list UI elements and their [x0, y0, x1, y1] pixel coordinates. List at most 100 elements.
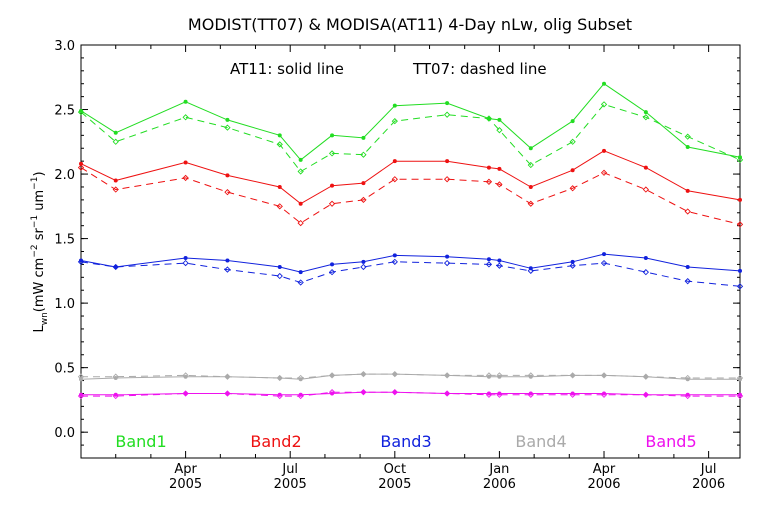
- band3-dashed-point: [276, 272, 283, 280]
- x-tick-year: 2006: [692, 477, 725, 492]
- band3-dashed-point: [360, 263, 367, 271]
- band2-solid-point: [570, 168, 575, 173]
- band1-dashed-point: [360, 151, 367, 158]
- x-tick-month: Jul: [700, 462, 717, 477]
- band4-solid-point: [643, 374, 648, 379]
- y-tick-label: 0.5: [54, 362, 75, 377]
- band3-solid-point: [392, 253, 397, 258]
- legend-item: Band1: [115, 432, 166, 451]
- band1-dashed-point: [569, 138, 576, 145]
- band5-solid-point: [361, 390, 366, 395]
- y-tick-label: 2.0: [54, 168, 75, 183]
- band1-solid-point: [528, 146, 533, 151]
- band3-dashed-point: [224, 266, 231, 273]
- band2-dashed-point: [684, 208, 691, 215]
- band1-dashed-point: [328, 150, 336, 157]
- band3-solid-point: [298, 270, 303, 275]
- x-axis: Apr2005Jul2005Oct2005Jan2006Apr2006Jul20…: [115, 45, 725, 492]
- band1-dashed-point: [182, 114, 189, 121]
- band1-solid-point: [79, 108, 83, 113]
- band2-dashed-point: [485, 178, 493, 185]
- band2-dashed-point: [569, 185, 576, 192]
- band5-solid-line: [81, 391, 740, 396]
- band2-dashed-point: [443, 176, 451, 183]
- band2-dashed-point: [360, 196, 367, 204]
- band5-solid-point: [643, 392, 648, 397]
- y-tick-label: 3.0: [54, 39, 75, 54]
- band4-solid-point: [486, 374, 491, 379]
- band2-dashed-point: [112, 186, 119, 193]
- band5-solid-point: [277, 392, 282, 397]
- y-label-exp2: −1: [30, 215, 40, 228]
- y-axis-label: Lwn(mW cm−2 sr−1 um−1): [30, 171, 50, 332]
- band1-dashed-point: [276, 141, 283, 148]
- x-tick-year: 2006: [483, 477, 516, 492]
- band2-solid-point: [79, 161, 83, 166]
- band5-solid-point: [445, 391, 450, 396]
- band3-dashed-point: [391, 258, 398, 265]
- band2-dashed-point: [496, 181, 503, 188]
- band1-dashed-point: [496, 127, 503, 134]
- band3-solid-point: [445, 254, 450, 259]
- legend-item: Band5: [645, 432, 696, 451]
- band2-dashed-point: [182, 174, 189, 182]
- band5-solid-point: [685, 392, 690, 397]
- band5-solid-point: [79, 392, 83, 397]
- band4-solid-point: [183, 374, 188, 379]
- band4-solid-point: [685, 377, 690, 382]
- band2-solid-point: [497, 166, 502, 171]
- band1-solid-point: [330, 133, 335, 138]
- band3-solid-point: [277, 264, 282, 269]
- y-label-units: (mW cm: [32, 258, 47, 313]
- band2-dashed-point: [224, 188, 231, 196]
- band5-solid-point: [392, 390, 397, 395]
- band3-solid-point: [643, 255, 648, 260]
- y-axis: 0.0 0.5 1.0 1.5 2.0 2.5 3.0: [54, 39, 740, 459]
- y-tick-label: 2.5: [54, 104, 75, 119]
- band1-solid-point: [643, 110, 648, 115]
- band5-solid-point: [183, 391, 188, 396]
- band3-solid-point: [486, 257, 491, 262]
- band5-solid-point: [486, 391, 491, 396]
- x-tick-month: Oct: [384, 462, 406, 477]
- band5-solid-point: [225, 391, 230, 396]
- band2-solid-point: [685, 188, 690, 193]
- band1-solid-point: [298, 157, 303, 162]
- band1-dashed-point: [642, 114, 649, 121]
- band1-dashed-point: [600, 101, 608, 108]
- band2-solid-point: [445, 159, 450, 164]
- y-label-main: L: [32, 325, 47, 333]
- band3-solid-point: [361, 259, 366, 264]
- chart-title: MODIST(TT07) & MODISA(AT11) 4-Day nLw, o…: [188, 15, 632, 34]
- band3-solid-point: [570, 259, 575, 264]
- legend-item: Band3: [380, 432, 431, 451]
- band1-dashed-point: [391, 118, 398, 125]
- band5-solid-point: [113, 392, 118, 397]
- x-tick-year: 2006: [587, 477, 620, 492]
- band3-dashed-point: [297, 279, 304, 286]
- band3-dashed-point: [485, 261, 493, 268]
- band3-dashed-point: [600, 259, 608, 267]
- band5-solid-point: [528, 391, 533, 396]
- y-label-close: ): [32, 171, 47, 176]
- band2-dashed-point: [297, 219, 304, 227]
- band1-solid-point: [277, 133, 282, 138]
- band3-solid-point: [497, 258, 502, 263]
- x-tick-month: Apr: [593, 462, 616, 477]
- band1-solid-point: [225, 117, 230, 122]
- band3-dashed-point: [328, 269, 336, 276]
- band1-solid-point: [497, 117, 502, 122]
- band4-solid-point: [225, 374, 230, 379]
- x-tick-year: 2005: [378, 477, 411, 492]
- band2-dashed-point: [527, 200, 534, 207]
- band1-solid-point: [486, 116, 491, 121]
- band2-dashed-point: [276, 203, 283, 210]
- band3-solid-point: [183, 255, 188, 260]
- y-label-exp1: −2: [30, 244, 40, 257]
- band1-solid-point: [183, 99, 188, 104]
- band4-solid-point: [602, 373, 607, 378]
- band5-solid-point: [497, 391, 502, 396]
- band2-solid-point: [602, 148, 607, 153]
- band5-solid-point: [570, 391, 575, 396]
